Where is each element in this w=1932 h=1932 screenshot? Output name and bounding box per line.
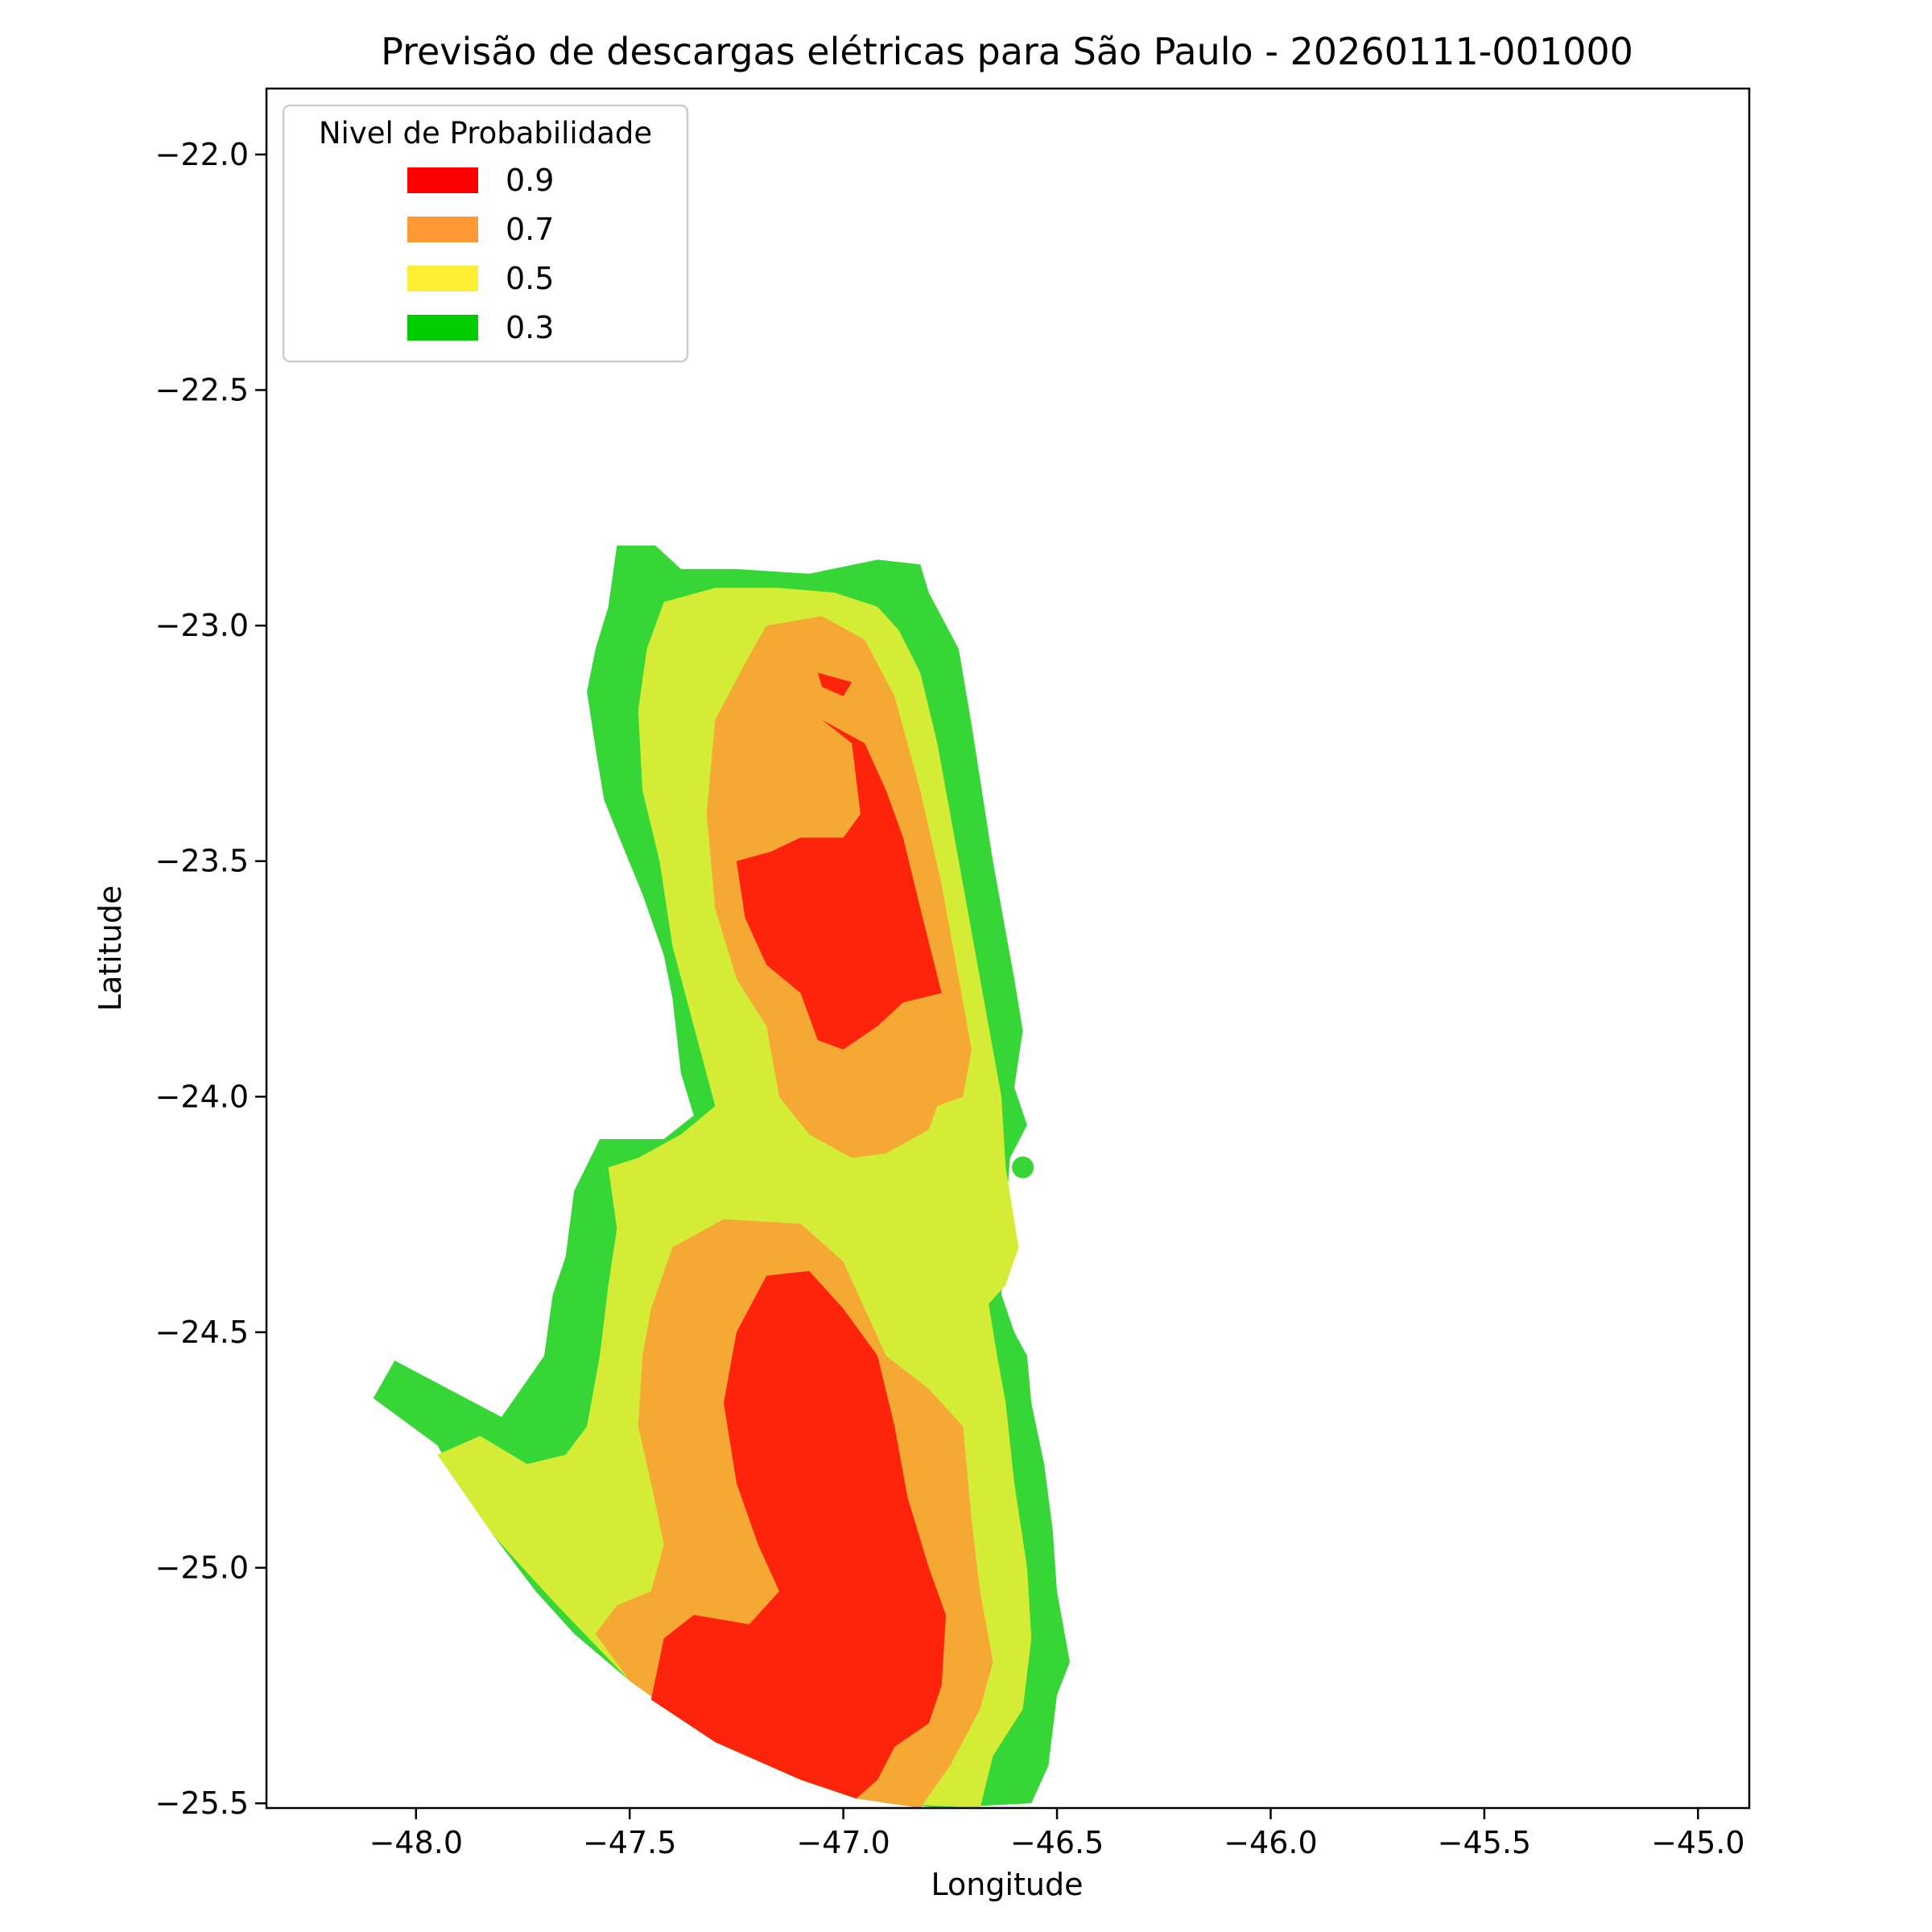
legend-swatch — [407, 167, 478, 193]
y-tick-label: −24.5 — [155, 1315, 249, 1350]
point-marker-1 — [759, 1655, 782, 1678]
chart-title: Previsão de descargas elétricas para São… — [381, 30, 1633, 73]
plot-area — [265, 87, 1751, 1810]
legend-label: 0.9 — [506, 163, 554, 198]
legend-label: 0.7 — [506, 212, 554, 247]
contour-region-0-9-1 — [817, 672, 852, 696]
legend-swatch — [407, 266, 478, 291]
x-tick-label: −46.0 — [1224, 1825, 1317, 1860]
legend-label: 0.5 — [506, 261, 554, 296]
contour-region-0-9-2 — [650, 1270, 946, 1799]
y-tick-label: −22.5 — [155, 373, 249, 408]
x-axis-label: Longitude — [931, 1867, 1084, 1902]
x-tick-label: −45.5 — [1438, 1825, 1531, 1860]
legend-box — [282, 104, 689, 363]
legend-swatch — [407, 315, 478, 341]
x-tick-label: −45.0 — [1651, 1825, 1744, 1860]
y-tick-label: −22.0 — [155, 137, 249, 172]
x-tick-label: −48.0 — [369, 1825, 463, 1860]
y-tick-label: −23.5 — [155, 844, 249, 879]
axes-frame — [265, 87, 1751, 1810]
x-tick-label: −47.5 — [583, 1825, 676, 1860]
y-tick-label: −25.0 — [155, 1550, 249, 1586]
legend-swatch — [407, 217, 478, 242]
y-axis-label: Latitude — [93, 886, 128, 1011]
legend-label: 0.3 — [506, 310, 554, 345]
contour-region-0-9-0 — [736, 720, 942, 1050]
x-axis: −48.0 −47.5 −47.0 −46.5 −46.0 −45.5 −45.0 — [369, 1808, 1745, 1860]
marker-layer — [759, 1156, 1034, 1678]
y-tick-label: −25.5 — [155, 1785, 249, 1821]
point-marker-0 — [1012, 1156, 1034, 1179]
y-tick-label: −24.0 — [155, 1079, 249, 1114]
y-axis: −22.0 −22.5 −23.0 −23.5 −24.0 −24.5 −25.0 −25.5 — [155, 137, 266, 1821]
x-tick-label: −46.5 — [1010, 1825, 1104, 1860]
legend-title: Nivel de Probabilidade — [319, 116, 652, 151]
legend-entries: 0.9 0.7 0.5 0.3 — [407, 163, 554, 345]
x-tick-label: −47.0 — [796, 1825, 890, 1860]
legend: Nivel de Probabilidade 0.9 0.7 0.5 0.3 — [282, 104, 689, 363]
contour-layer — [373, 545, 1070, 1808]
y-tick-label: −23.0 — [155, 608, 249, 643]
